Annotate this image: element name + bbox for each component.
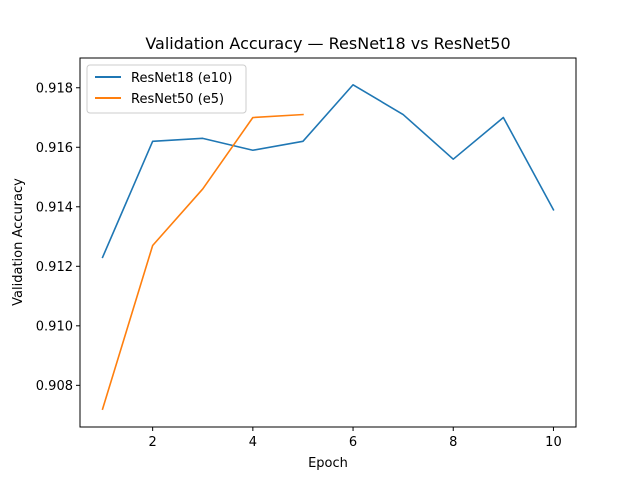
series-lines: [101, 83, 555, 411]
plot-frame: [79, 57, 577, 428]
legend-box: [86, 64, 247, 114]
x-tick-label: 8: [449, 435, 457, 450]
y-tick-label: 0.912: [36, 260, 73, 275]
x-tick-label: 4: [249, 435, 257, 450]
y-axis-title: Validation Accuracy: [11, 178, 26, 306]
legend-label-resnet18: ResNet18 (e10): [131, 71, 232, 86]
series-line-0: [101, 83, 555, 259]
y-tick-label: 0.918: [36, 81, 73, 96]
y-tick-label: 0.916: [36, 141, 73, 156]
legend: ResNet18 (e10) ResNet50 (e5): [86, 64, 247, 114]
x-tick-label: 2: [149, 435, 157, 450]
x-axis-title: Epoch: [308, 456, 348, 471]
series-line-1: [101, 113, 304, 411]
y-tick-label: 0.908: [36, 379, 73, 394]
legend-label-resnet50: ResNet50 (e5): [131, 92, 224, 107]
y-axis: 0.908 0.910 0.912 0.914 0.916 0.918: [36, 81, 80, 394]
chart-title: Validation Accuracy — ResNet18 vs ResNet…: [145, 34, 510, 53]
plot-area: 2 4 6 8 10 0.908 0.910 0.912 0.914 0.916 0.918: [36, 57, 577, 450]
y-tick-label: 0.914: [36, 200, 73, 215]
y-tick-label: 0.910: [36, 319, 73, 334]
x-tick-label: 10: [545, 435, 562, 450]
x-axis: 2 4 6 8 10: [149, 427, 562, 450]
x-tick-label: 6: [349, 435, 357, 450]
